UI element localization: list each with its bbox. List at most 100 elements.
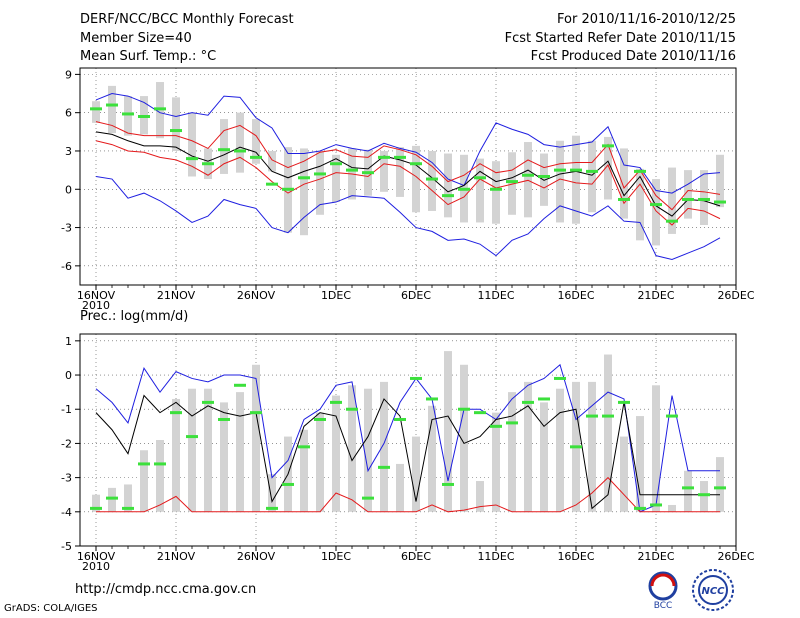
prec-range-bar <box>652 385 660 512</box>
prec-range-bar <box>204 388 212 512</box>
footer-url[interactable]: http://cmdp.ncc.cma.gov.cn <box>75 582 257 597</box>
prec-range-bar <box>556 388 564 512</box>
temp-mean-marker <box>634 169 646 173</box>
prec-x-tick-label: 21DEC <box>637 550 674 563</box>
prec-range-bar <box>588 381 596 512</box>
prec-range-bar <box>332 395 340 512</box>
prec-range-bar <box>156 440 164 512</box>
chart-title: DERF/NCC/BCC Monthly Forecast <box>80 12 294 27</box>
temp-x-tick-label: 16DEC <box>557 289 594 302</box>
temp-mean-marker <box>298 176 310 180</box>
prec-mean-marker <box>538 397 550 401</box>
temp-mean-marker <box>698 197 710 201</box>
prec-mean-marker <box>154 462 166 466</box>
temp-range-bar <box>540 153 548 206</box>
prec-mean-marker <box>490 424 502 428</box>
prec-range-bar <box>124 484 132 512</box>
temp-range-bar <box>556 140 564 223</box>
temp-range-bar <box>668 167 676 234</box>
prec-mean-marker <box>106 496 118 500</box>
prec-range-bar <box>444 351 452 512</box>
prec-mean-marker <box>682 486 694 490</box>
ncc-logo-text: NCC <box>701 586 725 597</box>
temp-y-tick-label: -6 <box>61 260 72 273</box>
temp-range-bar <box>188 112 196 177</box>
prec-mean-marker <box>634 506 646 510</box>
prec-mean-marker <box>714 486 726 490</box>
prec-range-bar <box>252 364 260 512</box>
prec-range-bar <box>540 402 548 512</box>
prec-range-bar <box>460 364 468 512</box>
prec-y-tick-label: 0 <box>65 369 72 382</box>
prec-max-line <box>95 363 720 513</box>
prec-plot-frame <box>79 333 737 547</box>
prec-mean-marker <box>330 400 342 404</box>
prec-mean-marker <box>202 400 214 404</box>
prec-mean-marker <box>346 407 358 411</box>
produced-date: Fcst Produced Date 2010/11/16 <box>530 49 736 64</box>
prec-mean-marker <box>410 376 422 380</box>
prec-range-bar <box>604 354 612 512</box>
prec-range-bar <box>476 481 484 512</box>
temp-mean-marker <box>474 176 486 180</box>
temp-mean-marker <box>154 107 166 111</box>
temp-range-bar <box>124 96 132 136</box>
temp-y-tick-label: 0 <box>65 183 72 196</box>
temp-x-tick-label: 21DEC <box>637 289 674 302</box>
prec-mean-marker <box>266 506 278 510</box>
prec-range-bar <box>508 392 516 512</box>
prec-x-tick-label: 21NOV <box>157 550 196 563</box>
temp-range-bar <box>300 148 308 236</box>
temp-range-bar <box>572 135 580 224</box>
grads-credit: GrADS: COLA/IGES <box>4 603 98 614</box>
precip-label: Prec.: log(mm/d) <box>80 309 189 324</box>
prec-x-tick-label: 26NOV <box>237 550 276 563</box>
prec-mean-marker <box>378 465 390 469</box>
temp-mean-marker <box>394 155 406 159</box>
prec-y-tick-label: 1 <box>65 335 72 348</box>
temp-range-bar <box>620 148 628 219</box>
prec-range-bar <box>316 412 324 512</box>
temp-range-bar <box>412 145 420 213</box>
temp-mean-marker <box>138 115 150 119</box>
temp-mean-marker <box>282 187 294 191</box>
temp-median-line <box>95 131 721 217</box>
temp-y-tick-label: 6 <box>65 107 72 120</box>
prec-range-bar <box>716 457 724 512</box>
prec-range-bar <box>396 463 404 512</box>
temp-range-bar <box>716 154 724 208</box>
temp-y-tick-label: 9 <box>65 68 72 81</box>
prec-mean-marker <box>650 503 662 507</box>
prec-range-bar <box>268 474 276 512</box>
prec-min-line <box>96 476 720 513</box>
temp-lower-spread-line <box>95 140 721 226</box>
temp-range-bar <box>604 136 612 200</box>
prec-mean-marker <box>442 482 454 486</box>
temp-mean-marker <box>266 182 278 186</box>
prec-range-bar <box>492 412 500 512</box>
forecast-period: For 2010/11/16-2010/12/25 <box>557 12 736 27</box>
temp-mean-marker <box>490 187 502 191</box>
temp-x-year-label: 2010 <box>82 299 110 312</box>
temp-range-bar <box>268 150 276 172</box>
temp-mean-marker <box>218 148 230 152</box>
prec-x-tick-label: 26DEC <box>717 550 754 563</box>
temp-mean-marker <box>170 129 182 133</box>
prec-mean-marker <box>394 417 406 421</box>
temp-mean-marker <box>682 197 694 201</box>
prec-mean-marker <box>218 417 230 421</box>
prec-range-bar <box>220 402 228 512</box>
temp-range-bar <box>636 168 644 241</box>
temp-range-bar <box>396 147 404 197</box>
temp-range-bar <box>476 158 484 223</box>
temp-x-tick-label: 26DEC <box>717 289 754 302</box>
prec-mean-marker <box>666 414 678 418</box>
bcc-logo: BCC <box>648 571 678 610</box>
prec-x-tick-label: 6DEC <box>401 550 431 563</box>
prec-mean-marker <box>234 383 246 387</box>
bcc-logo-text: BCC <box>654 601 673 610</box>
prec-mean-marker <box>250 411 262 415</box>
temp-mean-marker <box>122 112 134 116</box>
temp-range-bar <box>444 153 452 218</box>
